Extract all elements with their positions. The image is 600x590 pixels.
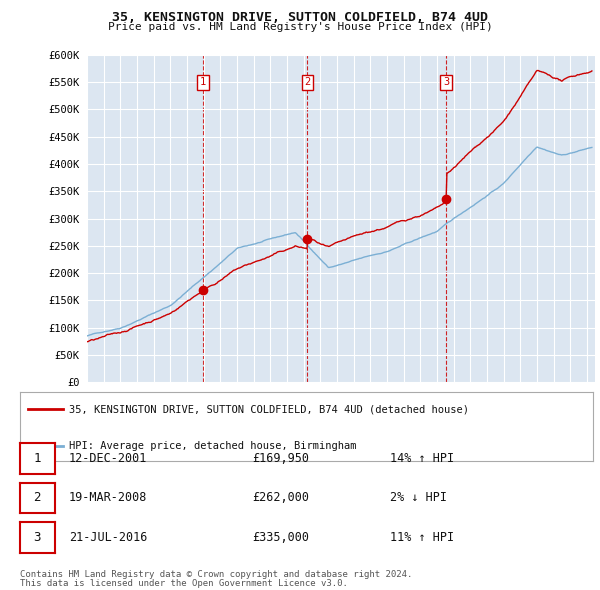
Text: 1: 1 [200, 77, 206, 87]
Text: Contains HM Land Registry data © Crown copyright and database right 2024.: Contains HM Land Registry data © Crown c… [20, 570, 412, 579]
Text: 2: 2 [304, 77, 310, 87]
Text: £169,950: £169,950 [252, 452, 309, 465]
Text: 1: 1 [34, 452, 41, 465]
Text: 11% ↑ HPI: 11% ↑ HPI [390, 531, 454, 544]
Text: Price paid vs. HM Land Registry's House Price Index (HPI): Price paid vs. HM Land Registry's House … [107, 22, 493, 32]
Text: This data is licensed under the Open Government Licence v3.0.: This data is licensed under the Open Gov… [20, 579, 347, 588]
Text: £262,000: £262,000 [252, 491, 309, 504]
Text: 35, KENSINGTON DRIVE, SUTTON COLDFIELD, B74 4UD: 35, KENSINGTON DRIVE, SUTTON COLDFIELD, … [112, 11, 488, 24]
Text: 14% ↑ HPI: 14% ↑ HPI [390, 452, 454, 465]
Text: 35, KENSINGTON DRIVE, SUTTON COLDFIELD, B74 4UD (detached house): 35, KENSINGTON DRIVE, SUTTON COLDFIELD, … [68, 404, 469, 414]
Text: 2% ↓ HPI: 2% ↓ HPI [390, 491, 447, 504]
Text: 19-MAR-2008: 19-MAR-2008 [69, 491, 148, 504]
Text: 3: 3 [34, 531, 41, 544]
Text: £335,000: £335,000 [252, 531, 309, 544]
Text: HPI: Average price, detached house, Birmingham: HPI: Average price, detached house, Birm… [68, 441, 356, 451]
Text: 12-DEC-2001: 12-DEC-2001 [69, 452, 148, 465]
Text: 3: 3 [443, 77, 449, 87]
Text: 21-JUL-2016: 21-JUL-2016 [69, 531, 148, 544]
Text: 2: 2 [34, 491, 41, 504]
